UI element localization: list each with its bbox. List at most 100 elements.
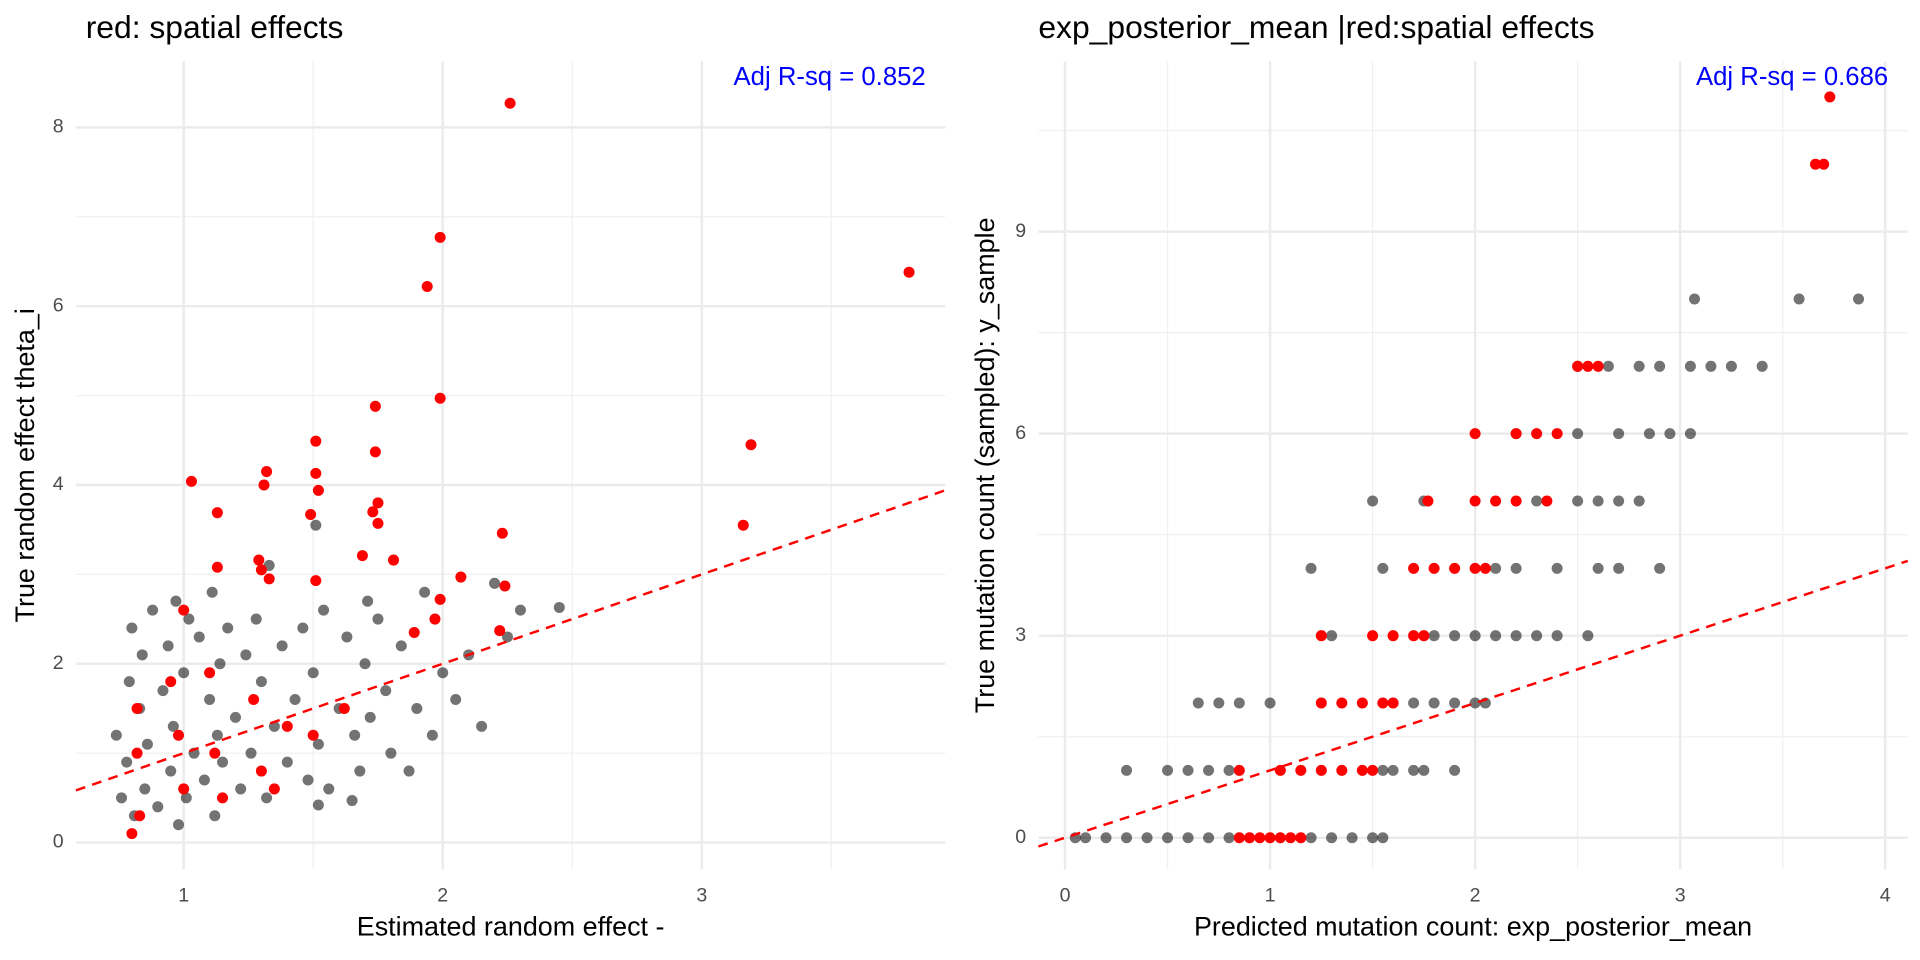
point — [1408, 697, 1420, 709]
point — [1582, 360, 1594, 372]
point — [494, 625, 506, 637]
point — [1422, 495, 1434, 507]
point — [434, 231, 446, 243]
point — [419, 586, 431, 598]
point — [1428, 562, 1440, 574]
point — [501, 631, 514, 643]
point — [388, 554, 400, 566]
point — [1725, 360, 1737, 372]
point — [1141, 832, 1153, 844]
point — [1705, 360, 1717, 372]
point — [1793, 293, 1805, 305]
point — [211, 561, 223, 573]
point — [1664, 428, 1676, 440]
point — [1233, 697, 1245, 709]
point — [1531, 428, 1543, 440]
point — [1213, 697, 1225, 709]
point — [1469, 630, 1481, 642]
point — [206, 586, 218, 598]
point — [222, 622, 234, 634]
point — [1531, 630, 1543, 642]
point — [1582, 630, 1594, 642]
reference-line — [1037, 559, 1909, 848]
point — [903, 266, 915, 278]
point — [131, 747, 143, 759]
point — [1305, 562, 1317, 574]
x-tick-label: 3 — [1675, 884, 1686, 906]
point — [165, 676, 177, 688]
point — [1654, 562, 1666, 574]
point — [367, 506, 379, 518]
point — [152, 801, 164, 813]
point — [1551, 562, 1563, 574]
point — [426, 729, 438, 741]
point — [139, 783, 151, 795]
point — [310, 575, 322, 587]
point — [250, 613, 262, 625]
point — [183, 613, 195, 625]
point — [255, 765, 267, 777]
chart-title: red: spatial effects — [86, 9, 344, 45]
point — [1274, 832, 1286, 844]
point — [369, 446, 381, 458]
point — [1223, 764, 1235, 776]
point — [1449, 630, 1461, 642]
point — [253, 554, 265, 566]
point — [1387, 764, 1399, 776]
point — [1162, 764, 1174, 776]
point — [134, 810, 146, 822]
point — [211, 729, 223, 741]
point — [1295, 764, 1307, 776]
point — [1469, 428, 1481, 440]
point — [1305, 832, 1317, 844]
x-tick-label: 1 — [1265, 884, 1276, 906]
point — [1254, 832, 1266, 844]
point — [1192, 697, 1204, 709]
point — [1418, 630, 1430, 642]
point — [310, 519, 322, 531]
y-tick-label: 8 — [53, 116, 64, 138]
point — [364, 711, 376, 723]
point — [395, 640, 407, 652]
point — [1541, 495, 1553, 507]
point — [178, 667, 190, 679]
point — [514, 604, 526, 616]
point — [172, 729, 185, 741]
y-axis-label: True random effect theta_i — [10, 308, 40, 622]
point — [1387, 697, 1399, 709]
point — [110, 729, 122, 741]
y-tick-label: 9 — [1015, 220, 1026, 242]
point — [281, 756, 293, 768]
point — [276, 640, 288, 652]
point — [1346, 832, 1358, 844]
x-axis-label: Predicted mutation count: exp_posterior_… — [1194, 911, 1752, 941]
point — [1613, 495, 1625, 507]
y-tick-label: 0 — [53, 831, 64, 853]
point — [172, 819, 185, 831]
point — [504, 97, 516, 109]
annotation: Adj R-sq = 0.686 — [1696, 63, 1888, 91]
point — [1469, 495, 1481, 507]
point — [1203, 832, 1215, 844]
point — [170, 595, 182, 607]
point — [209, 747, 221, 759]
y-tick-label: 6 — [53, 294, 64, 316]
point — [1408, 630, 1420, 642]
point — [229, 711, 242, 723]
point — [1449, 697, 1461, 709]
point — [302, 774, 314, 786]
point — [126, 622, 138, 634]
point — [1315, 630, 1327, 642]
point — [162, 640, 174, 652]
point — [1080, 832, 1092, 844]
point — [1336, 697, 1348, 709]
point — [1551, 428, 1563, 440]
point — [496, 527, 508, 539]
point — [437, 667, 449, 679]
point — [1264, 697, 1276, 709]
point — [1377, 562, 1389, 574]
point — [1377, 832, 1389, 844]
y-tick-label: 4 — [53, 473, 64, 495]
annotation: Adj R-sq = 0.852 — [734, 63, 926, 91]
point — [489, 577, 501, 589]
